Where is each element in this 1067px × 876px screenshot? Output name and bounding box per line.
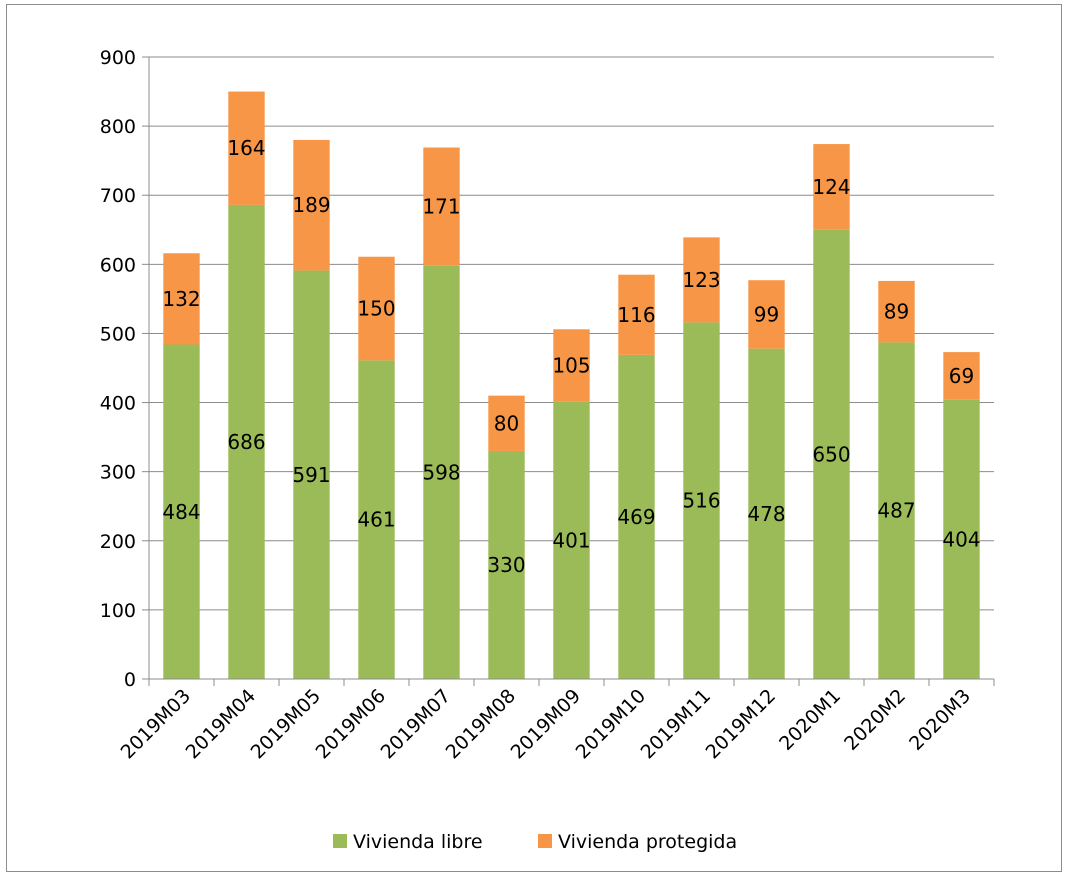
legend-swatch-vivienda-libre [333,834,347,848]
data-label: 686 [227,430,265,454]
bar-vivienda-protegida [228,91,265,205]
gridlines [149,56,994,611]
bar-vivienda-libre [163,344,200,679]
x-tick-label: 2020M1 [775,685,845,755]
y-tick-label: 900 [100,47,136,69]
data-label: 69 [949,364,974,388]
y-tick-label: 600 [100,254,136,276]
data-label: 484 [162,500,200,524]
data-label: 330 [487,553,525,577]
data-label: 171 [422,195,460,219]
legend-label-vivienda-libre: Vivienda libre [353,831,483,853]
data-label: 650 [812,442,850,466]
bar-vivienda-protegida [618,274,655,355]
data-label: 478 [747,502,785,526]
y-tick-label: 500 [100,323,136,345]
legend-swatch-vivienda-protegida [538,834,552,848]
bar-vivienda-libre [488,450,525,679]
bar-vivienda-protegida [683,237,720,323]
bar-vivienda-libre [813,229,850,679]
y-tick-label: 100 [100,600,136,622]
bar-vivienda-libre [553,401,590,679]
bar-vivienda-libre [943,399,980,679]
bar-vivienda-protegida [488,395,525,451]
bar-vivienda-protegida [748,280,785,349]
x-tick-label: 2019M12 [702,685,780,763]
bar-vivienda-protegida [943,352,980,400]
data-label: 132 [162,287,200,311]
data-label: 516 [682,489,720,513]
bar-vivienda-libre [423,265,460,679]
y-tick-label: 700 [100,185,136,207]
legend: Vivienda libre Vivienda protegida [333,831,737,853]
bar-vivienda-libre [878,342,915,679]
y-tick-label: 400 [100,393,136,415]
bar-vivienda-protegida [423,147,460,266]
data-label: 150 [357,297,395,321]
data-label: 89 [884,300,909,324]
bar-vivienda-protegida [163,253,200,345]
x-tick-label: 2019M04 [182,685,260,763]
y-tick-label: 0 [124,669,136,691]
y-tick-label: 800 [100,116,136,138]
data-label: 80 [494,411,519,435]
data-label: 99 [754,302,779,326]
bar-vivienda-protegida [293,139,330,271]
x-tick-label: 2020M3 [905,685,975,755]
x-tick-label: 2020M2 [840,685,910,755]
x-tick-label: 2019M10 [572,685,650,763]
bar-vivienda-protegida [553,329,590,402]
x-tick-label: 2019M05 [247,685,325,763]
legend-label-vivienda-protegida: Vivienda protegida [558,831,737,853]
bar-vivienda-libre [228,204,265,680]
data-label: 105 [552,354,590,378]
data-label: 591 [292,463,330,487]
data-label: 164 [227,136,265,160]
bar-vivienda-libre [748,348,785,679]
x-tick-label: 2019M06 [312,685,390,763]
bar-vivienda-libre [358,360,395,679]
data-label: 469 [617,505,655,529]
bar-vivienda-protegida [358,256,395,361]
data-label: 461 [357,508,395,532]
bars: 484 132 686 164 591 189 461 150 598 171 330 80 401 10… [162,91,981,680]
x-tick-label: 2019M08 [442,685,520,763]
data-label: 401 [552,528,590,552]
bar-vivienda-libre [293,270,330,679]
data-label: 189 [292,193,330,217]
data-label: 598 [422,460,460,484]
bar-vivienda-protegida [813,144,850,230]
bar-vivienda-protegida [878,280,915,343]
bar-vivienda-libre [618,354,655,679]
data-label: 487 [877,499,915,523]
y-axis: 0 100 200 300 400 500 600 700 800 900 [100,47,150,691]
data-label: 124 [812,175,850,199]
x-tick-label: 2019M07 [377,685,455,763]
data-label: 404 [942,527,980,551]
x-tick-label: 2019M11 [637,685,715,763]
bar-vivienda-libre [683,322,720,679]
x-axis: 2019M032019M042019M052019M062019M072019M… [117,678,995,763]
data-label: 123 [682,268,720,292]
data-label: 116 [617,303,655,327]
y-tick-label: 300 [100,462,136,484]
y-tick-label: 200 [100,531,136,553]
x-tick-label: 2019M09 [507,685,585,763]
x-tick-label: 2019M03 [117,685,195,763]
